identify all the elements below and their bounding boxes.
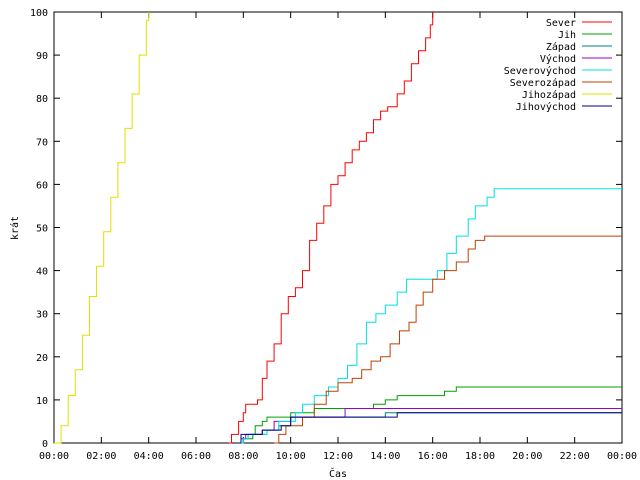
x-tick-label: 02:00 xyxy=(86,451,116,462)
legend-label: Jihozápad xyxy=(522,89,576,101)
legend: SeverJihZápadVýchodSeverovýchodSeverozáp… xyxy=(504,18,612,113)
series-line xyxy=(229,12,434,444)
x-axis-label: Čas xyxy=(329,467,347,480)
y-tick-label: 80 xyxy=(36,94,48,105)
y-tick-label: 20 xyxy=(36,353,48,364)
y-tick-label: 100 xyxy=(30,8,48,19)
series-lines xyxy=(54,12,622,444)
y-tick-label: 70 xyxy=(36,137,48,148)
x-tick-label: 14:00 xyxy=(370,451,400,462)
y-tick-label: 90 xyxy=(36,51,48,62)
x-tick-label: 18:00 xyxy=(465,451,495,462)
y-axis-label: krát xyxy=(9,216,21,240)
x-tick-label: 08:00 xyxy=(228,451,258,462)
y-tick-label: 60 xyxy=(36,180,48,191)
legend-label: Severozápad xyxy=(510,77,576,89)
legend-label: Jihovýchod xyxy=(516,101,576,113)
x-tick-label: 12:00 xyxy=(323,451,353,462)
y-tick-label: 10 xyxy=(36,396,48,407)
x-tick-label: 20:00 xyxy=(512,451,542,462)
x-tick-label: 04:00 xyxy=(134,451,164,462)
legend-label: Severovýchod xyxy=(504,65,576,77)
y-tick-label: 40 xyxy=(36,267,48,278)
x-tick-label: 00:00 xyxy=(39,451,69,462)
series-line xyxy=(241,386,622,444)
x-tick-label: 06:00 xyxy=(181,451,211,462)
legend-label: Jih xyxy=(558,30,576,41)
x-tick-label: 22:00 xyxy=(560,451,590,462)
series-line xyxy=(54,12,150,444)
x-tick-label: 10:00 xyxy=(276,451,306,462)
y-tick-label: 0 xyxy=(42,439,48,450)
series-line xyxy=(238,412,622,444)
legend-label: Západ xyxy=(546,41,576,53)
legend-label: Východ xyxy=(540,53,576,65)
x-tick-label: 16:00 xyxy=(418,451,448,462)
x-tick-label: 00:00 xyxy=(607,451,637,462)
axis-ticks: 00:00 02:00 04:00 06:00 08:00 10:00 12:00 14:00… xyxy=(30,8,637,462)
y-tick-label: 50 xyxy=(36,224,48,235)
series-line xyxy=(274,235,622,444)
series-line xyxy=(238,188,622,444)
y-tick-label: 30 xyxy=(36,310,48,321)
legend-label: Sever xyxy=(546,18,576,29)
